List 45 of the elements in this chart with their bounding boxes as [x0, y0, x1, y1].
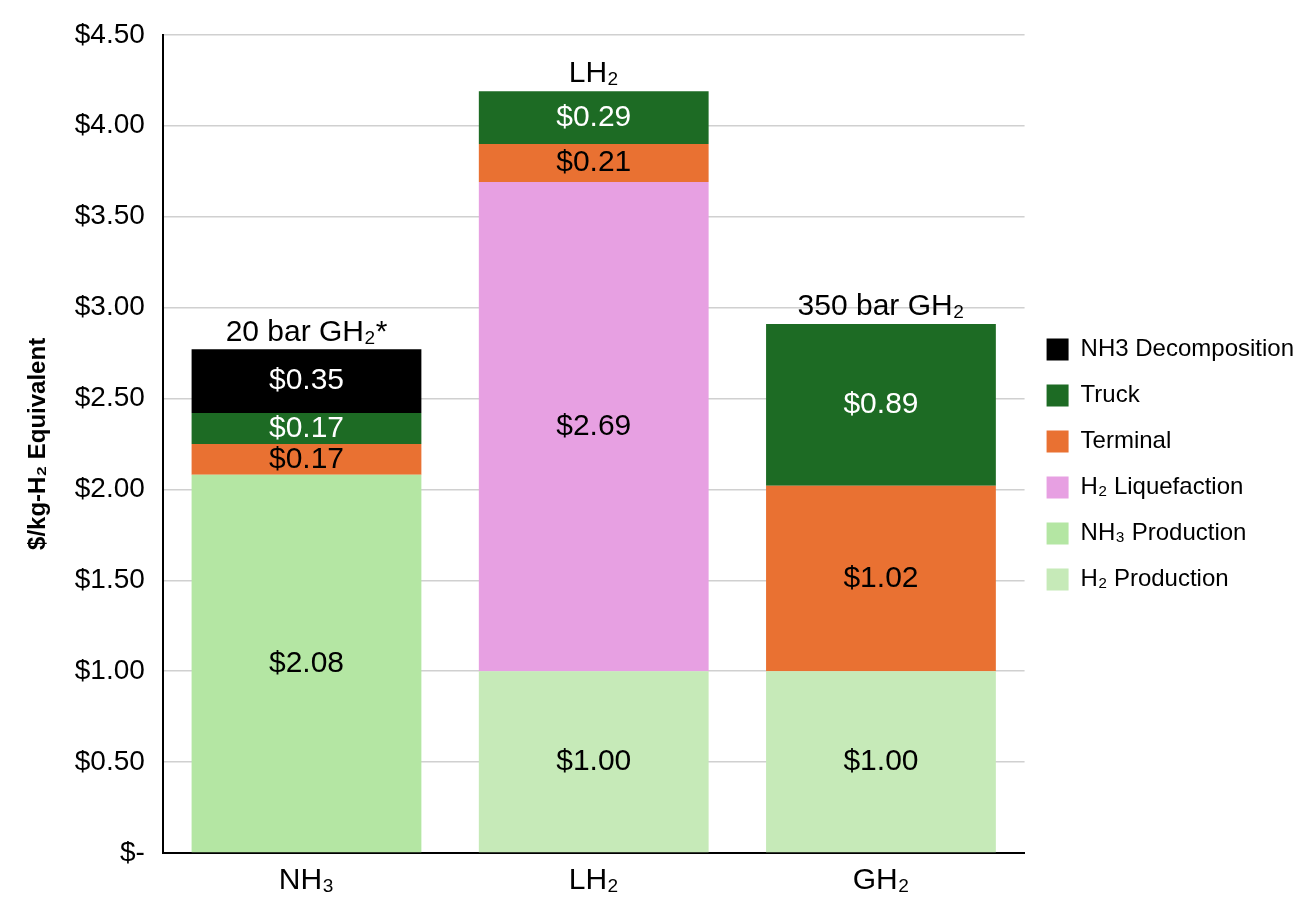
legend-label: H₂ Liquefaction — [1080, 472, 1244, 500]
bar — [191, 443, 422, 475]
legend-label: Terminal — [1080, 426, 1172, 454]
data-label: $0.17 — [268, 440, 345, 474]
y-axis-title: $/kg-H₂ Equivalent — [23, 337, 51, 550]
y-tick-label: $3.50 — [74, 199, 145, 231]
bar — [478, 182, 709, 672]
x-tick-label: NH₃ — [278, 862, 335, 896]
data-label: $1.00 — [556, 742, 632, 776]
data-label: $1.02 — [843, 559, 919, 593]
x-tick-label: GH₂ — [852, 862, 910, 896]
bar — [478, 143, 709, 183]
data-label: $0.29 — [556, 98, 632, 132]
y-tick-label: $2.00 — [74, 472, 145, 504]
bar — [478, 671, 709, 853]
bar — [766, 323, 996, 486]
data-label: $2.08 — [268, 644, 345, 678]
data-label: $0.89 — [843, 386, 919, 420]
y-tick-label: $3.00 — [74, 290, 145, 322]
bar — [191, 349, 422, 413]
y-tick-label: $- — [119, 835, 145, 867]
annotation: LH₂ — [568, 55, 619, 89]
y-tick-label: $4.50 — [74, 17, 145, 49]
bar — [766, 671, 996, 853]
y-tick-label: $4.00 — [74, 108, 145, 140]
y-tick-label: $2.50 — [74, 381, 145, 413]
data-label: $0.35 — [268, 362, 345, 396]
y-tick-label: $0.50 — [74, 744, 145, 776]
bar — [766, 485, 996, 672]
data-label: $2.69 — [556, 407, 632, 441]
bar — [191, 474, 422, 853]
annotation: 350 bar GH₂ — [797, 288, 965, 322]
x-tick-label: LH₂ — [568, 862, 619, 896]
legend-label: Truck — [1080, 380, 1141, 408]
data-label: $0.21 — [556, 144, 632, 178]
bar — [478, 91, 709, 144]
annotation: 20 bar GH₂* — [225, 313, 388, 347]
data-label: $0.17 — [268, 409, 345, 443]
y-tick-label: $1.50 — [74, 562, 145, 594]
data-label: $1.00 — [843, 742, 919, 776]
legend-label: H₂ Production — [1080, 564, 1229, 592]
legend-label: NH₃ Production — [1080, 518, 1247, 546]
bar — [191, 412, 422, 444]
y-tick-label: $1.00 — [74, 653, 145, 685]
legend-label: NH3 Decomposition — [1080, 334, 1294, 362]
